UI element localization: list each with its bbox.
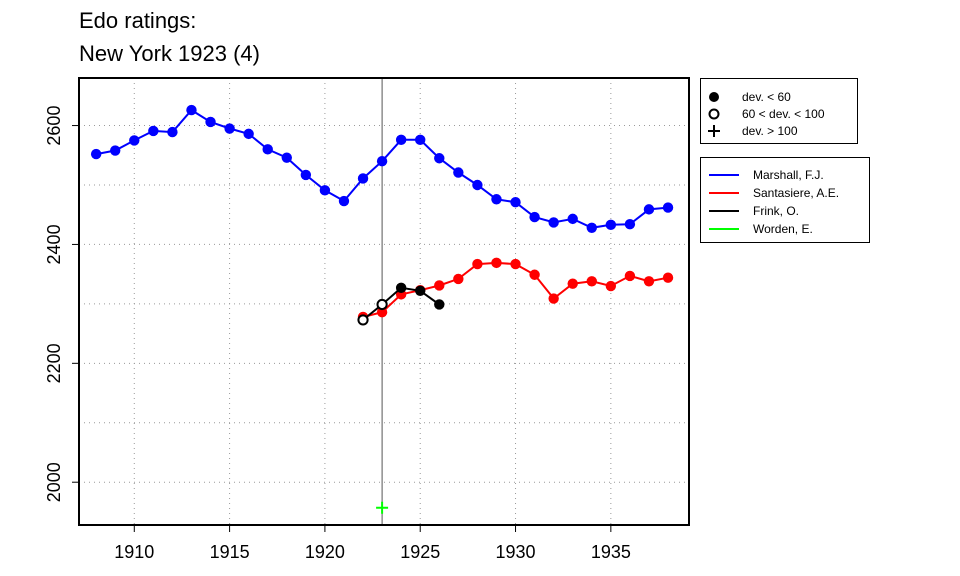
data-point xyxy=(567,278,578,289)
x-tick-label: 1930 xyxy=(496,542,536,562)
series-legend-item: Marshall, F.J. xyxy=(701,166,869,184)
plot-frame xyxy=(78,77,690,526)
data-point xyxy=(491,194,502,205)
data-point xyxy=(624,219,636,230)
data-point xyxy=(186,104,197,116)
data-point xyxy=(357,314,369,326)
data-point xyxy=(376,501,389,514)
data-point xyxy=(624,270,636,282)
data-point xyxy=(605,219,617,231)
x-tick-label: 1935 xyxy=(591,542,631,562)
data-point xyxy=(453,273,464,285)
data-point xyxy=(129,135,140,146)
marker-legend-item-plus: dev. > 100 xyxy=(701,122,857,140)
series-line-swatch xyxy=(709,174,739,176)
y-tick-label: 2600 xyxy=(44,106,64,146)
data-point xyxy=(167,126,178,138)
marker-legend-label: dev. < 60 xyxy=(742,90,791,104)
marker-legend: dev. < 60 60 < dev. < 100 dev. > 100 xyxy=(700,78,858,144)
data-point xyxy=(357,173,369,184)
data-point xyxy=(472,258,483,270)
series-line-swatch xyxy=(709,192,739,194)
data-point xyxy=(529,211,540,223)
data-point xyxy=(395,282,407,294)
marker-legend-label: 60 < dev. < 100 xyxy=(742,107,825,121)
y-tick-label: 2000 xyxy=(44,462,64,502)
series-legend-item: Worden, E. xyxy=(701,220,869,238)
data-point xyxy=(376,306,388,318)
series-line-swatch xyxy=(709,228,739,230)
y-tick-label: 2200 xyxy=(44,343,64,383)
marker-legend-item-filled: dev. < 60 xyxy=(701,88,857,106)
marker-legend-label: dev. > 100 xyxy=(742,124,798,138)
data-point xyxy=(300,169,312,181)
data-point xyxy=(319,185,331,196)
series-line-swatch xyxy=(709,210,739,212)
data-point xyxy=(491,257,502,269)
data-point xyxy=(338,195,350,207)
data-point xyxy=(586,276,597,287)
data-point xyxy=(605,280,617,292)
marker-legend-item-open: 60 < dev. < 100 xyxy=(701,105,857,123)
data-point xyxy=(243,128,254,140)
data-point xyxy=(434,280,445,291)
x-tick-label: 1920 xyxy=(305,542,345,562)
chart-title-line-1: Edo ratings: xyxy=(79,8,197,33)
data-point xyxy=(453,167,464,178)
data-point xyxy=(376,156,388,167)
data-point xyxy=(643,204,655,215)
data-point xyxy=(90,148,102,160)
data-point xyxy=(224,123,235,134)
data-point xyxy=(281,152,292,163)
data-point xyxy=(662,272,674,283)
data-point xyxy=(415,134,426,146)
data-point xyxy=(395,134,407,146)
data-point xyxy=(586,222,597,233)
data-point xyxy=(472,179,483,191)
data-point xyxy=(510,197,521,208)
data-point xyxy=(529,269,540,280)
series-legend-label: Santasiere, A.E. xyxy=(753,186,840,200)
data-point xyxy=(434,299,445,310)
data-point xyxy=(376,298,388,311)
series-legend-item: Santasiere, A.E. xyxy=(701,184,869,202)
data-point xyxy=(415,285,426,297)
series-legend: Marshall, F.J. Santasiere, A.E. Frink, O… xyxy=(700,157,870,243)
x-tick-label: 1915 xyxy=(210,542,250,562)
open-circle-icon xyxy=(708,108,720,120)
series-legend-label: Marshall, F.J. xyxy=(753,168,824,182)
data-point xyxy=(643,276,655,287)
data-point xyxy=(662,202,674,213)
data-point xyxy=(510,258,521,270)
series-legend-label: Frink, O. xyxy=(753,204,800,218)
data-point xyxy=(205,116,216,128)
filled-circle-icon xyxy=(709,92,719,102)
data-point xyxy=(148,125,159,137)
series-legend-item: Frink, O. xyxy=(701,202,869,220)
y-tick-label: 2400 xyxy=(44,224,64,264)
x-tick-label: 1925 xyxy=(400,542,440,562)
data-point xyxy=(548,293,559,304)
data-point xyxy=(567,213,578,225)
x-tick-label: 1910 xyxy=(114,542,154,562)
plus-icon xyxy=(708,125,720,137)
data-point xyxy=(548,217,559,228)
data-point xyxy=(434,153,445,164)
series-legend-label: Worden, E. xyxy=(753,222,813,236)
chart-title-line-2: New York 1923 (4) xyxy=(79,41,260,66)
data-point xyxy=(110,145,121,156)
data-point xyxy=(262,144,273,155)
